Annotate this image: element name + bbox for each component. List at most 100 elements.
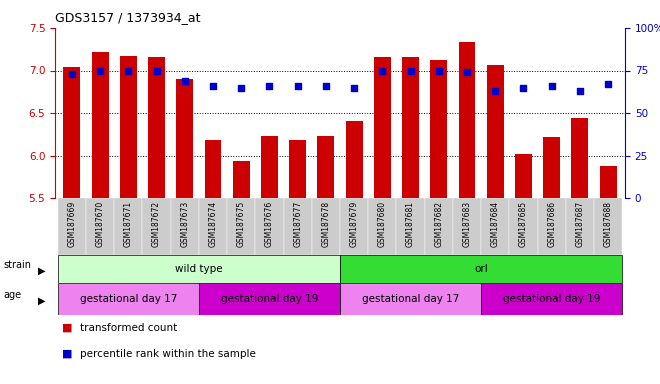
Bar <box>171 198 199 255</box>
Bar <box>459 41 475 198</box>
Text: ■: ■ <box>61 349 72 359</box>
Text: age: age <box>3 290 21 300</box>
Point <box>208 83 218 89</box>
Point <box>236 84 247 91</box>
Bar <box>453 198 481 255</box>
Text: gestational day 17: gestational day 17 <box>362 294 459 304</box>
Text: GSM187673: GSM187673 <box>180 201 189 247</box>
Text: strain: strain <box>3 260 31 270</box>
Bar <box>176 79 193 198</box>
Bar <box>594 198 622 255</box>
Text: GSM187686: GSM187686 <box>547 201 556 247</box>
Text: ▶: ▶ <box>38 296 46 306</box>
Point <box>434 68 444 74</box>
Bar <box>92 52 109 198</box>
Bar <box>543 137 560 198</box>
Point <box>321 83 331 89</box>
Point <box>264 83 275 89</box>
Text: gestational day 19: gestational day 19 <box>220 294 318 304</box>
Point <box>377 68 387 74</box>
Point <box>518 84 529 91</box>
Text: GSM187671: GSM187671 <box>124 201 133 247</box>
Text: percentile rank within the sample: percentile rank within the sample <box>80 349 256 359</box>
Bar <box>205 140 222 198</box>
Bar <box>233 161 249 198</box>
Point <box>575 88 585 94</box>
Bar <box>199 198 227 255</box>
Text: GSM187681: GSM187681 <box>406 201 415 247</box>
Bar <box>120 56 137 198</box>
Point <box>405 68 416 74</box>
Point <box>151 68 162 74</box>
Bar <box>402 57 419 198</box>
Text: GDS3157 / 1373934_at: GDS3157 / 1373934_at <box>55 11 201 24</box>
Text: GSM187672: GSM187672 <box>152 201 161 247</box>
Bar <box>261 136 278 198</box>
Point <box>95 68 106 74</box>
Bar <box>599 166 616 198</box>
Text: GSM187685: GSM187685 <box>519 201 528 247</box>
Bar <box>486 65 504 198</box>
Bar <box>340 255 622 283</box>
Bar <box>340 198 368 255</box>
Point <box>546 83 557 89</box>
Bar <box>537 198 566 255</box>
Bar <box>86 198 114 255</box>
Point <box>462 69 473 75</box>
Bar <box>566 198 594 255</box>
Text: ■: ■ <box>61 323 72 333</box>
Text: GSM187675: GSM187675 <box>237 201 246 247</box>
Bar <box>317 136 335 198</box>
Text: GSM187682: GSM187682 <box>434 201 444 247</box>
Point <box>603 81 613 87</box>
Bar <box>58 198 86 255</box>
Bar <box>368 198 397 255</box>
Bar <box>572 118 588 198</box>
Bar <box>481 283 622 315</box>
Text: ▶: ▶ <box>38 266 46 276</box>
Bar <box>148 57 165 198</box>
Point <box>123 68 133 74</box>
Text: GSM187670: GSM187670 <box>96 201 105 247</box>
Bar <box>284 198 312 255</box>
Bar <box>58 255 340 283</box>
Text: GSM187688: GSM187688 <box>603 201 612 247</box>
Text: GSM187684: GSM187684 <box>490 201 500 247</box>
Text: GSM187676: GSM187676 <box>265 201 274 247</box>
Text: GSM187678: GSM187678 <box>321 201 331 247</box>
Bar <box>227 198 255 255</box>
Point <box>349 84 360 91</box>
Point <box>292 83 303 89</box>
Text: orl: orl <box>475 264 488 274</box>
Text: GSM187683: GSM187683 <box>463 201 471 247</box>
Bar <box>340 283 481 315</box>
Bar <box>481 198 510 255</box>
Point <box>67 71 77 77</box>
Text: GSM187679: GSM187679 <box>350 201 358 247</box>
Bar <box>346 121 362 198</box>
Bar <box>289 140 306 198</box>
Bar <box>312 198 340 255</box>
Text: wild type: wild type <box>175 264 222 274</box>
Bar <box>199 283 340 315</box>
Bar <box>114 198 143 255</box>
Bar <box>510 198 537 255</box>
Bar <box>143 198 171 255</box>
Text: GSM187677: GSM187677 <box>293 201 302 247</box>
Bar <box>58 283 199 315</box>
Text: gestational day 17: gestational day 17 <box>80 294 177 304</box>
Bar <box>374 57 391 198</box>
Text: transformed count: transformed count <box>80 323 178 333</box>
Bar <box>255 198 284 255</box>
Text: GSM187687: GSM187687 <box>576 201 584 247</box>
Point <box>180 78 190 84</box>
Text: GSM187669: GSM187669 <box>67 201 77 247</box>
Bar <box>430 60 447 198</box>
Text: gestational day 19: gestational day 19 <box>503 294 601 304</box>
Bar <box>515 154 532 198</box>
Bar <box>63 67 81 198</box>
Bar <box>424 198 453 255</box>
Text: GSM187680: GSM187680 <box>378 201 387 247</box>
Bar <box>397 198 424 255</box>
Point <box>490 88 500 94</box>
